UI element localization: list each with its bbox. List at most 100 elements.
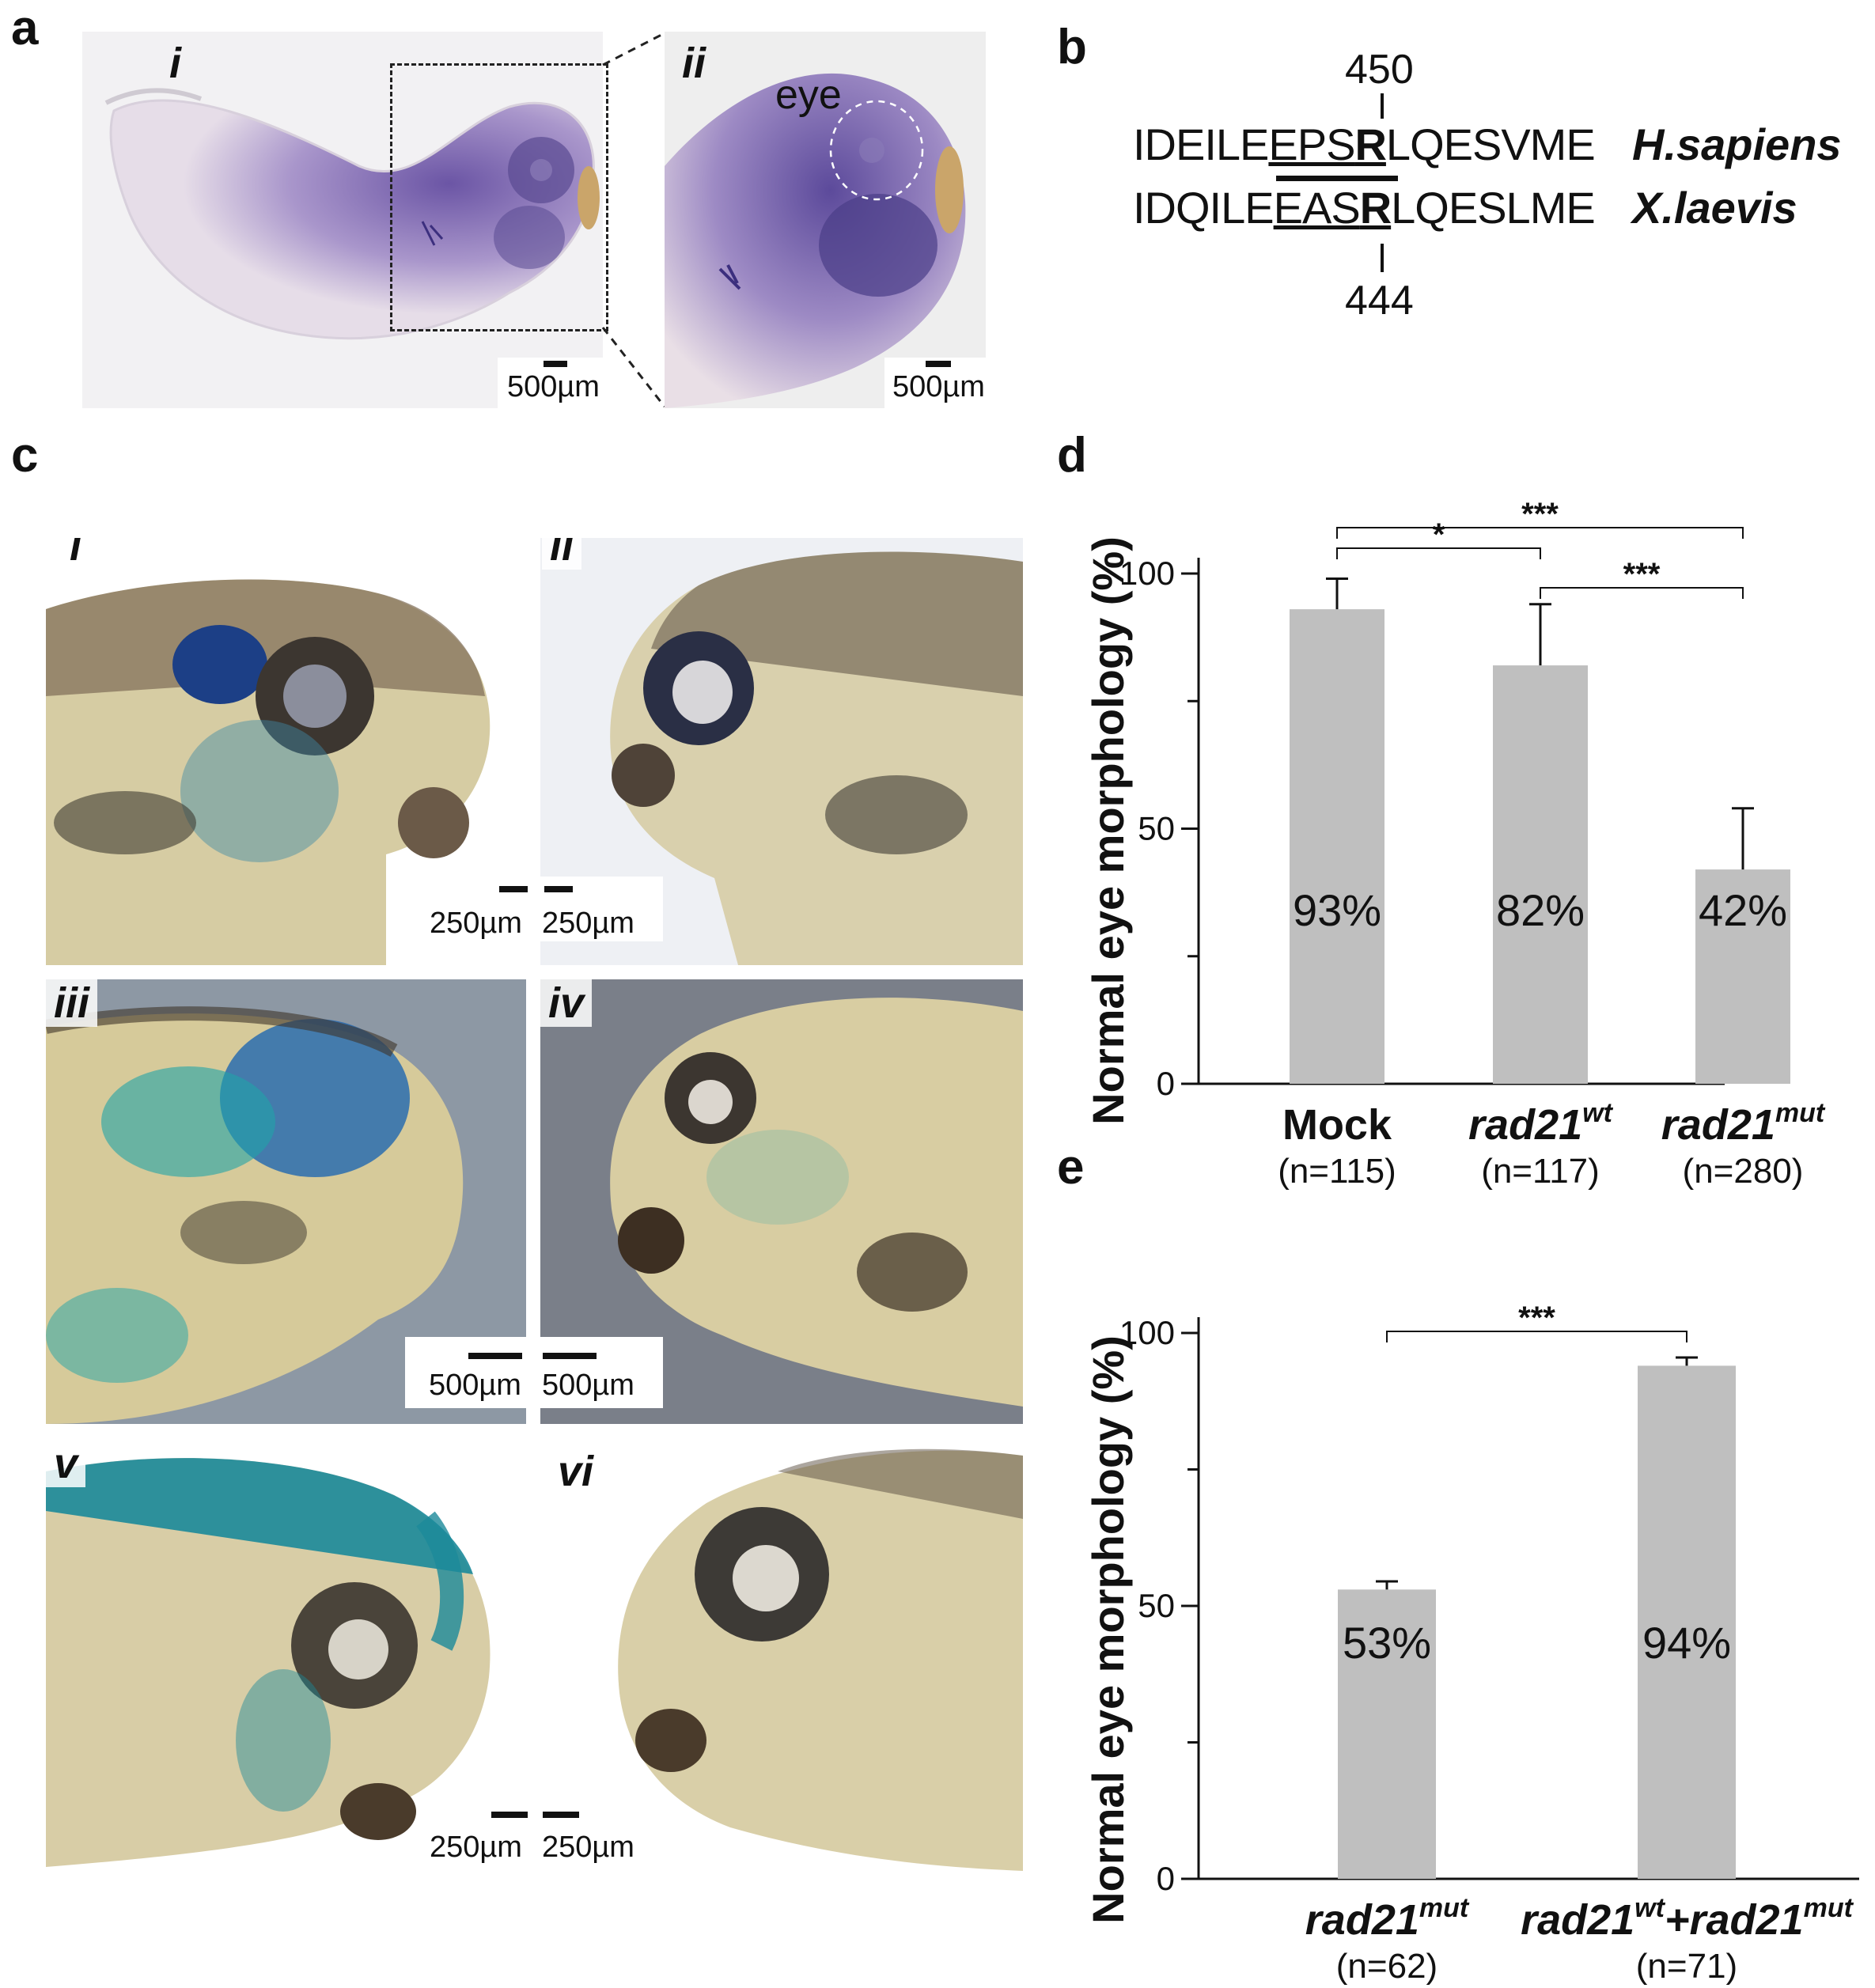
sublabel-c-i: i xyxy=(70,538,82,570)
significance-label: *** xyxy=(1623,557,1661,592)
seq-human-residue: R xyxy=(1354,119,1386,169)
tadpole-illustration-c-ii xyxy=(610,551,1023,965)
x-sample-size-label: (n=280) xyxy=(1683,1152,1804,1191)
scalebar-c-top-right xyxy=(544,886,573,892)
bar-value-label: 93% xyxy=(1293,885,1381,935)
scale-label-c-bot-left: 250µm xyxy=(430,1831,522,1864)
sequence-frog: IDQILEEASRLQESLME xyxy=(1133,182,1596,233)
zoom-region-box xyxy=(390,63,608,331)
tick-444 xyxy=(1381,244,1384,272)
panel-label-d: d xyxy=(1057,428,1087,483)
sublabel-c-iv: iv xyxy=(540,979,593,1027)
embryo-illustration-a-ii xyxy=(665,73,966,408)
x-category-label: rad21wt+rad21mut xyxy=(1521,1893,1854,1944)
y-tick-label: 100 xyxy=(1119,555,1175,592)
tadpole-photo-c-iv: iv xyxy=(540,979,1023,1424)
y-tick-label: 50 xyxy=(1138,810,1175,847)
y-tick-label: 0 xyxy=(1157,1065,1175,1102)
x-category-label: rad21wt xyxy=(1468,1098,1614,1149)
x-category-label: rad21mut xyxy=(1305,1893,1470,1944)
residue-number-450: 450 xyxy=(1345,47,1414,93)
seq-human-pre: IDEILE xyxy=(1133,119,1269,169)
tadpole-photo-c-v: v xyxy=(46,1440,526,1883)
significance-label: *** xyxy=(1518,1301,1555,1335)
tadpole-photo-c-ii: ii xyxy=(540,538,1023,965)
y-axis-label: Normal eye morphology (%) xyxy=(1083,536,1133,1125)
motif-double-underline xyxy=(1276,176,1398,181)
bar-value-label: 42% xyxy=(1699,885,1787,935)
significance-label: * xyxy=(1433,517,1445,552)
sequence-human: IDEILEEPSRLQESVME xyxy=(1133,119,1596,170)
scalebar-box-c-top: 250µm 250µm xyxy=(418,877,663,941)
significance-bracket xyxy=(1540,587,1744,599)
residue-number-444: 444 xyxy=(1345,278,1414,324)
bar-chart-d: Normal eye morphology (%) 05010093%Mock(n… xyxy=(1083,497,1826,1191)
tadpole-illustration-c-iii xyxy=(46,1006,464,1424)
scalebar-a-i xyxy=(544,361,567,367)
scalebar-c-mid-left xyxy=(468,1353,522,1359)
scalebar-box-c-mid: 500µm 500µm xyxy=(405,1337,663,1408)
tadpole-illustration-c-i xyxy=(46,579,491,965)
tadpole-photo-c-vi: vi xyxy=(540,1440,1023,1883)
tick-450 xyxy=(1381,93,1384,119)
bar xyxy=(1493,665,1588,1084)
bar-value-label: 82% xyxy=(1496,885,1585,935)
sublabel-c-iii: iii xyxy=(46,979,98,1027)
scalebar-c-bot-left xyxy=(491,1812,528,1818)
sublabel-c-ii: ii xyxy=(542,538,582,570)
panel-label-c: c xyxy=(11,428,39,483)
scale-label-c-top-right: 250µm xyxy=(542,907,634,940)
x-sample-size-label: (n=71) xyxy=(1636,1947,1737,1986)
significance-bracket xyxy=(1386,1331,1688,1342)
bar-chart-e: Normal eye morphology (%) 0 50 100 53% rad21m… xyxy=(1083,1301,1859,1986)
x-category-label: rad21mut xyxy=(1661,1098,1826,1149)
significance-bracket xyxy=(1336,527,1744,539)
x-sample-size-label: (n=62) xyxy=(1336,1947,1438,1986)
tadpole-illustration-c-iv xyxy=(610,998,1023,1407)
panel-label-a: a xyxy=(11,1,39,55)
scale-label-c-mid-right: 500µm xyxy=(542,1369,634,1402)
scale-label-c-mid-left: 500µm xyxy=(429,1369,521,1402)
scale-label-a-i: 500µm xyxy=(507,370,600,403)
species-frog: X.laevis xyxy=(1632,183,1797,233)
bar xyxy=(1695,869,1790,1084)
bar-value-label: 94% xyxy=(1642,1618,1731,1668)
scale-label-a-ii: 500µm xyxy=(892,370,985,403)
tadpole-illustration-c-vi xyxy=(618,1448,1023,1871)
sublabel-a-ii: ii xyxy=(682,40,706,87)
tadpole-illustration-c-v xyxy=(46,1458,491,1867)
significance-label: *** xyxy=(1521,497,1559,532)
y-axis-label: Normal eye morphology (%) xyxy=(1083,1335,1133,1924)
scalebar-a-ii xyxy=(926,361,951,367)
x-sample-size-label: (n=117) xyxy=(1481,1152,1600,1191)
scalebar-box-c-bot: 250µm 250µm xyxy=(418,1796,663,1867)
seq-human-post: LQESVME xyxy=(1385,119,1596,169)
scalebar-c-mid-right xyxy=(543,1353,597,1359)
scalebar-c-top-left xyxy=(499,886,528,892)
y-tick-label: 0 xyxy=(1157,1860,1175,1897)
embryo-photo-a-i: i 500µm xyxy=(82,32,603,408)
x-category-label: Mock xyxy=(1282,1101,1392,1149)
zoom-connector-lines xyxy=(601,32,666,407)
panel-label-e: e xyxy=(1057,1140,1085,1195)
scalebar-c-bot-right xyxy=(543,1812,579,1818)
sublabel-c-vi: vi xyxy=(558,1448,594,1495)
significance-bracket xyxy=(1336,547,1541,559)
bar xyxy=(1338,1589,1436,1879)
y-tick-label: 100 xyxy=(1119,1314,1175,1351)
species-human: H.sapiens xyxy=(1632,119,1842,169)
scalebar-box-a-ii: 500µm xyxy=(884,358,986,408)
embryo-photo-a-ii: ii eye 500µm xyxy=(665,32,986,408)
sublabel-a-i: i xyxy=(169,40,182,87)
y-tick-label: 50 xyxy=(1138,1587,1175,1624)
scalebar-box-a-i: 500µm xyxy=(498,358,603,408)
bar xyxy=(1290,609,1384,1084)
seq-human-motif: EPS xyxy=(1268,119,1355,169)
x-sample-size-label: (n=115) xyxy=(1278,1152,1396,1191)
bar-value-label: 53% xyxy=(1343,1618,1431,1668)
scale-label-c-top-left: 250µm xyxy=(430,907,522,940)
sublabel-c-v: v xyxy=(46,1440,86,1487)
seq-frog-pre: IDQILE xyxy=(1133,183,1275,233)
eye-annotation-label: eye xyxy=(775,72,842,118)
seq-frog-post: LQESLME xyxy=(1391,183,1596,233)
